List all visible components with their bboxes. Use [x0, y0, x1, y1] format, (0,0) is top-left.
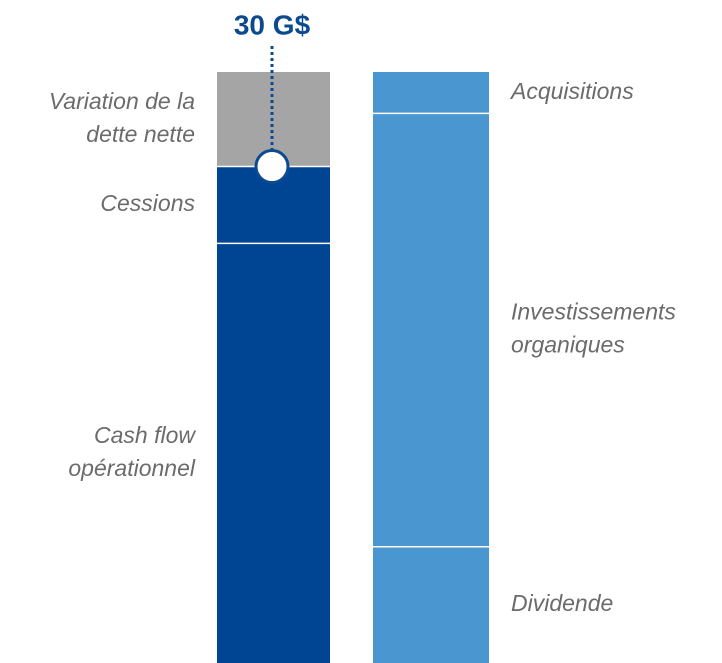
- segment-label: dette nette: [86, 121, 195, 147]
- segment-label: Variation de la: [49, 88, 195, 114]
- segment-label: Cessions: [100, 190, 195, 216]
- total-annotation: 30 G$: [234, 9, 311, 40]
- bar-segment: [373, 546, 489, 663]
- segment-label: Cash flow: [94, 422, 196, 448]
- bar-segment: [373, 113, 489, 547]
- segment-label: Acquisitions: [509, 78, 634, 104]
- annotation-marker: [254, 149, 290, 185]
- bar-segment: [373, 72, 489, 114]
- segment-label: organiques: [511, 332, 625, 358]
- bar-segment: [217, 243, 330, 663]
- segment-label: opérationnel: [68, 455, 195, 481]
- segment-label: Investissements: [511, 299, 676, 325]
- segment-label: Dividende: [511, 590, 613, 616]
